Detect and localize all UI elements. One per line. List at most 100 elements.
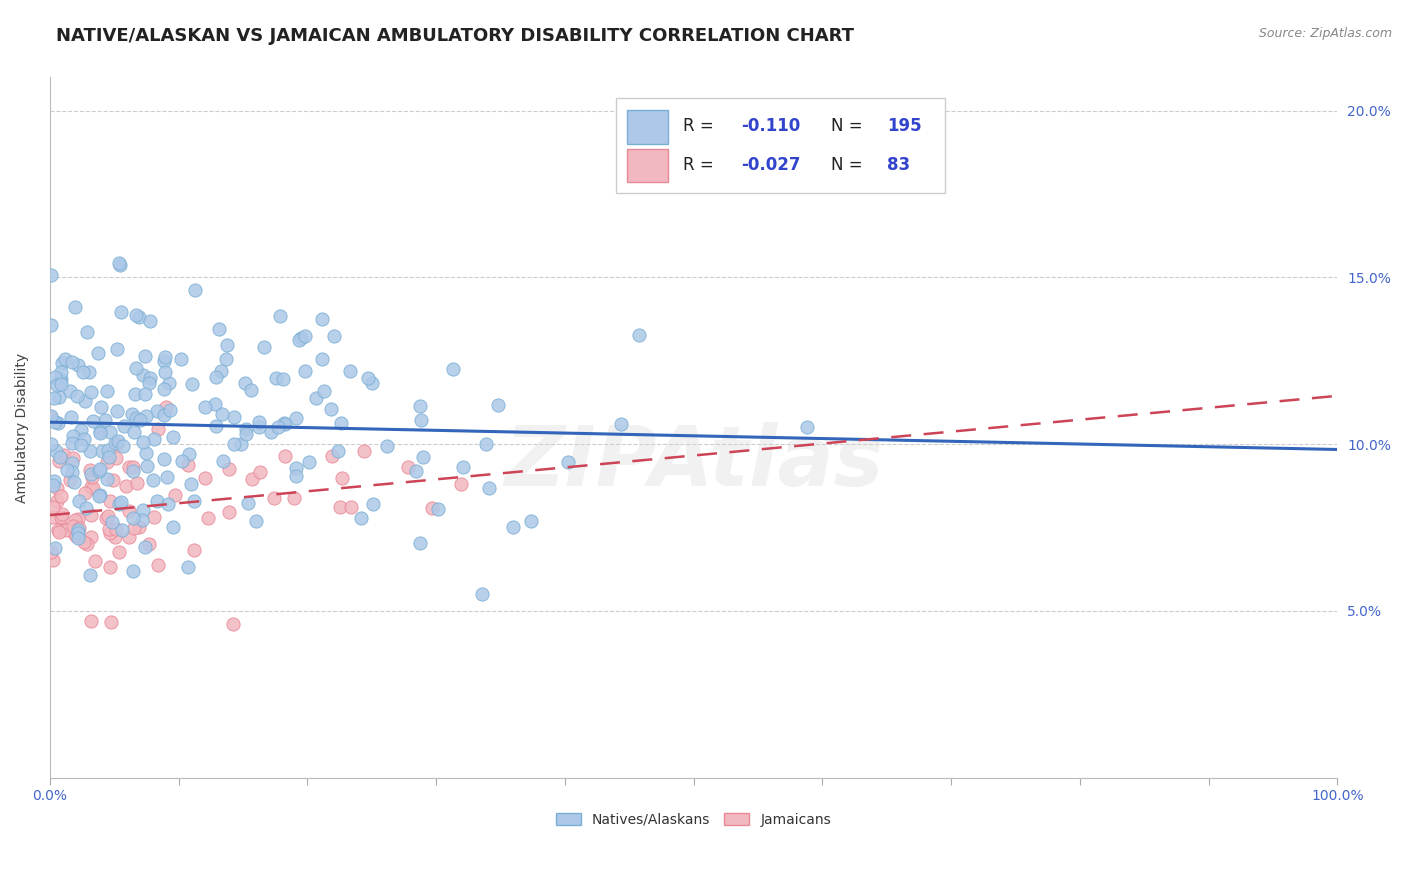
Point bbox=[328, 443, 350, 458]
Point bbox=[53, 352, 76, 367]
Point bbox=[229, 437, 252, 451]
Point bbox=[66, 358, 89, 372]
Point bbox=[153, 350, 176, 364]
Point bbox=[153, 408, 176, 422]
Point bbox=[183, 494, 205, 508]
Point bbox=[69, 438, 91, 452]
Point bbox=[80, 384, 103, 399]
Point bbox=[48, 454, 70, 468]
Point bbox=[163, 488, 186, 502]
Text: 83: 83 bbox=[887, 156, 910, 174]
Text: 195: 195 bbox=[887, 118, 921, 136]
Point bbox=[76, 326, 98, 340]
Point bbox=[97, 443, 120, 458]
Point bbox=[56, 462, 79, 476]
Point bbox=[170, 454, 193, 468]
Point bbox=[51, 508, 73, 522]
Point bbox=[115, 479, 138, 493]
Point bbox=[269, 309, 291, 323]
Point bbox=[146, 404, 169, 418]
Point bbox=[45, 444, 67, 458]
Point bbox=[209, 364, 232, 378]
Point bbox=[122, 425, 145, 439]
Point bbox=[80, 530, 103, 544]
Point bbox=[122, 511, 145, 525]
Point bbox=[426, 502, 449, 516]
Point bbox=[42, 391, 65, 405]
Y-axis label: Ambulatory Disability: Ambulatory Disability bbox=[15, 352, 30, 502]
Point bbox=[62, 428, 84, 442]
Point bbox=[44, 369, 66, 384]
Point bbox=[121, 464, 143, 478]
Text: R =: R = bbox=[683, 156, 720, 174]
Point bbox=[67, 521, 90, 535]
Point bbox=[218, 505, 240, 519]
Point bbox=[153, 383, 176, 397]
Point bbox=[420, 501, 443, 516]
Point bbox=[139, 370, 162, 384]
Point bbox=[89, 424, 111, 438]
Point bbox=[91, 444, 114, 458]
Point bbox=[110, 305, 132, 319]
Point bbox=[375, 439, 398, 453]
Text: N =: N = bbox=[831, 156, 869, 174]
Point bbox=[84, 554, 107, 568]
FancyBboxPatch shape bbox=[616, 98, 945, 193]
Point bbox=[122, 460, 145, 475]
Point bbox=[82, 470, 104, 484]
Point bbox=[177, 447, 200, 461]
Point bbox=[94, 413, 117, 427]
Text: R =: R = bbox=[683, 118, 720, 136]
Point bbox=[49, 450, 72, 465]
Point bbox=[67, 526, 90, 541]
Point bbox=[314, 384, 336, 398]
Point bbox=[104, 451, 127, 466]
Point bbox=[110, 495, 132, 509]
Point bbox=[249, 466, 271, 480]
Point bbox=[105, 522, 128, 536]
Point bbox=[162, 520, 184, 534]
Point bbox=[177, 560, 200, 574]
Point bbox=[240, 472, 263, 486]
Point bbox=[170, 352, 193, 367]
Point bbox=[89, 489, 111, 503]
Point bbox=[177, 458, 200, 472]
Point bbox=[156, 470, 179, 484]
Point bbox=[49, 365, 72, 379]
Point bbox=[288, 333, 311, 347]
Point bbox=[67, 523, 90, 537]
Point bbox=[294, 364, 316, 378]
Text: ZIPAtlas: ZIPAtlas bbox=[503, 422, 883, 503]
Point bbox=[135, 409, 157, 424]
Point bbox=[66, 389, 89, 403]
Point bbox=[274, 417, 297, 432]
Point bbox=[264, 371, 287, 385]
Point bbox=[96, 455, 118, 469]
Point bbox=[49, 374, 72, 388]
Point bbox=[110, 258, 132, 272]
Point bbox=[96, 472, 118, 486]
Point bbox=[108, 545, 131, 559]
Point bbox=[274, 449, 297, 463]
Point bbox=[135, 446, 157, 460]
Point bbox=[69, 423, 91, 437]
Point bbox=[502, 520, 524, 534]
Point bbox=[253, 340, 276, 354]
Point bbox=[148, 422, 170, 436]
Point bbox=[131, 434, 153, 449]
Point bbox=[222, 437, 245, 451]
Point bbox=[205, 370, 228, 384]
Point bbox=[204, 397, 226, 411]
Point bbox=[323, 329, 346, 343]
Point bbox=[90, 400, 112, 414]
Point bbox=[87, 464, 110, 478]
Text: N =: N = bbox=[831, 118, 869, 136]
Point bbox=[235, 426, 257, 441]
Text: NATIVE/ALASKAN VS JAMAICAN AMBULATORY DISABILITY CORRELATION CHART: NATIVE/ALASKAN VS JAMAICAN AMBULATORY DI… bbox=[56, 27, 855, 45]
Point bbox=[353, 444, 375, 458]
Point bbox=[44, 541, 66, 555]
Point bbox=[105, 343, 128, 357]
Point bbox=[65, 529, 87, 543]
Point bbox=[73, 485, 96, 500]
Point bbox=[212, 454, 235, 468]
